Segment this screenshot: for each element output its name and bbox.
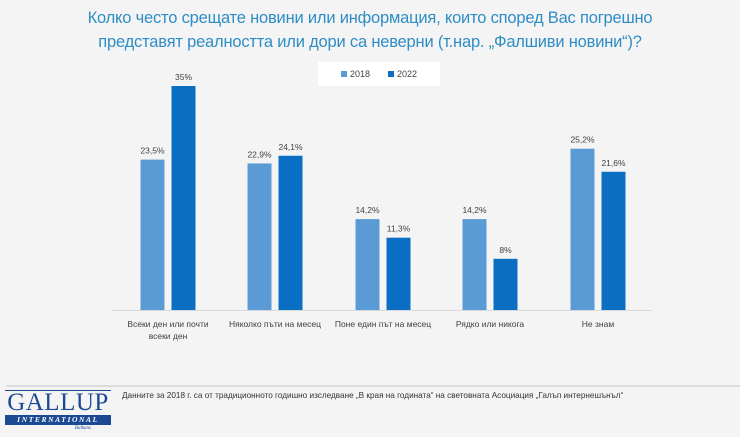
category-label-2: Поне един път на месец — [335, 319, 431, 329]
legend-label-2022: 2022 — [397, 69, 418, 79]
legend-item-2022: 2022 — [388, 69, 417, 79]
bar-2022-1 — [278, 155, 303, 310]
value-label-2022-2: 11,3% — [387, 224, 411, 234]
bar-2022-0 — [171, 86, 196, 310]
bar-2018-4 — [570, 148, 595, 310]
bar-chart: 23,5% 35% 22,9% 24,1% 14,2% 11,3% 14,2% 8% 25,2%… — [112, 72, 652, 341]
category-label-0-line-1: всеки ден — [149, 331, 188, 341]
value-label-2018-2: 14,2% — [355, 205, 380, 215]
category-labels-group: Всеки ден или почти всеки ден Няколко пъти… — [127, 319, 614, 341]
value-labels-group: 23,5% 35% 22,9% 24,1% 14,2% 11,3% 14,2% 8% 25,2%… — [140, 72, 626, 255]
value-label-2022-0: 35% — [175, 72, 192, 82]
value-label-2018-1: 22,9% — [247, 149, 272, 159]
chart-legend: 2018 2022 — [318, 62, 440, 86]
chart-title-line-2: представят реалността или дори са неверн… — [98, 33, 642, 51]
gallup-logo: GALLUP INTERNATIONAL Balkans — [5, 390, 111, 434]
footer-note: Данните за 2018 г. са от традиционното г… — [122, 391, 624, 400]
legend-item-2018: 2018 — [340, 69, 370, 79]
logo-main-text: GALLUP — [5, 390, 111, 415]
legend-swatch-2022 — [388, 71, 394, 77]
category-label-0-line-0: Всеки ден или почти — [127, 319, 209, 329]
bars-group — [140, 86, 626, 310]
category-label-3: Рядко или никога — [456, 319, 525, 329]
value-label-2018-3: 14,2% — [462, 205, 487, 215]
bar-2018-2 — [355, 219, 380, 310]
bar-2018-3 — [462, 219, 487, 310]
value-label-2022-3: 8% — [499, 245, 512, 255]
logo-band-text: INTERNATIONAL — [5, 415, 111, 425]
bar-2022-3 — [493, 258, 518, 310]
logo-sub-text: Balkans — [74, 426, 91, 431]
bar-2022-2 — [386, 237, 411, 310]
value-label-2022-1: 24,1% — [278, 142, 303, 152]
category-label-1: Няколко пъти на месец — [229, 319, 321, 329]
value-label-2018-4: 25,2% — [570, 135, 595, 145]
bar-2022-4 — [601, 171, 626, 310]
category-label-4: Не знам — [582, 319, 615, 329]
footer-divider — [6, 385, 740, 387]
chart-title-line-1: Колко често срещате новини или информаци… — [87, 9, 653, 27]
value-label-2022-4: 21,6% — [601, 158, 626, 168]
value-label-2018-0: 23,5% — [140, 146, 165, 156]
chart-title: Колко често срещате новини или информаци… — [0, 6, 740, 54]
bar-2018-1 — [247, 163, 272, 310]
legend-swatch-2018 — [340, 71, 347, 77]
legend-label-2018: 2018 — [349, 69, 370, 79]
bar-2018-0 — [140, 159, 165, 310]
